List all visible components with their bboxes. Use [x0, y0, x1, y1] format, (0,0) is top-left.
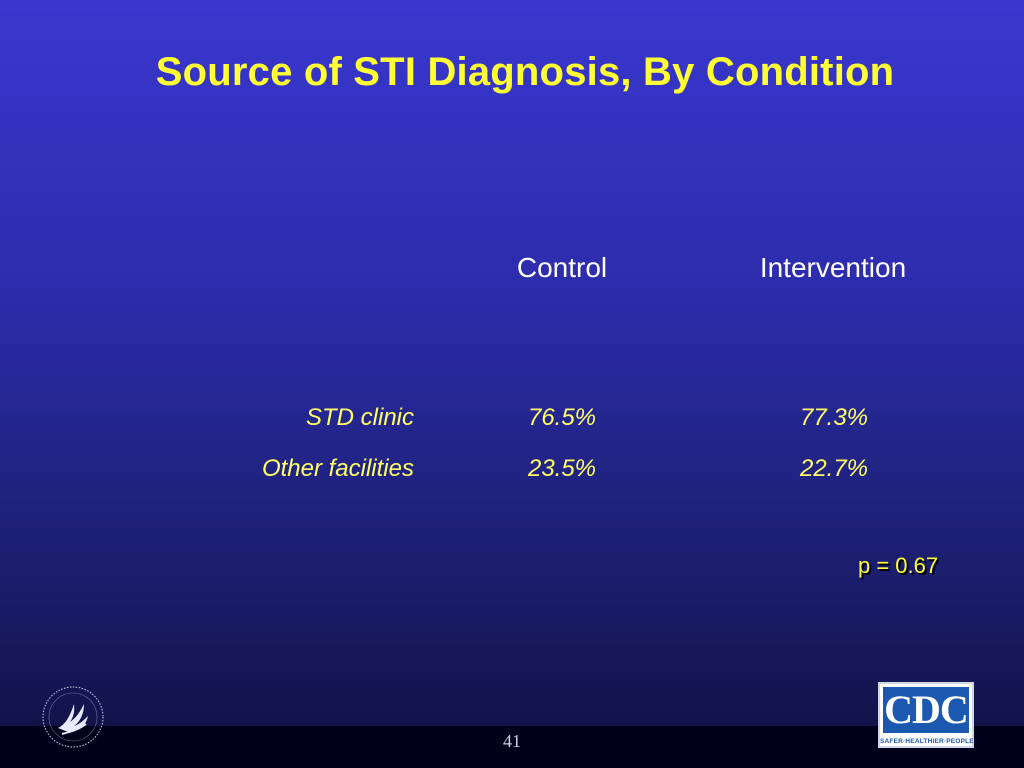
page-number: 41	[503, 731, 521, 751]
p-value: p = 0.67	[858, 553, 939, 578]
row-label-std-clinic: STD clinic	[305, 404, 414, 431]
slide-title: Source of STI Diagnosis, By Condition	[155, 50, 895, 94]
column-header-control: Control	[516, 252, 608, 283]
cell-intervention-other-facilities: 22.7%	[799, 455, 869, 482]
column-header-intervention: Intervention	[759, 252, 907, 283]
cdc-logo-text: CDC	[883, 687, 969, 733]
footer-bar	[0, 726, 1024, 768]
cdc-logo: CDC SAFER·HEALTHIER·PEOPLE	[878, 682, 974, 748]
cell-control-other-facilities: 23.5%	[527, 455, 597, 482]
hhs-eagle-seal-icon	[42, 686, 104, 748]
cdc-logo-tagline: SAFER·HEALTHIER·PEOPLE	[880, 738, 974, 745]
row-label-other-facilities: Other facilities	[261, 455, 414, 482]
cell-control-std-clinic: 76.5%	[527, 404, 597, 431]
cell-intervention-std-clinic: 77.3%	[799, 404, 869, 431]
